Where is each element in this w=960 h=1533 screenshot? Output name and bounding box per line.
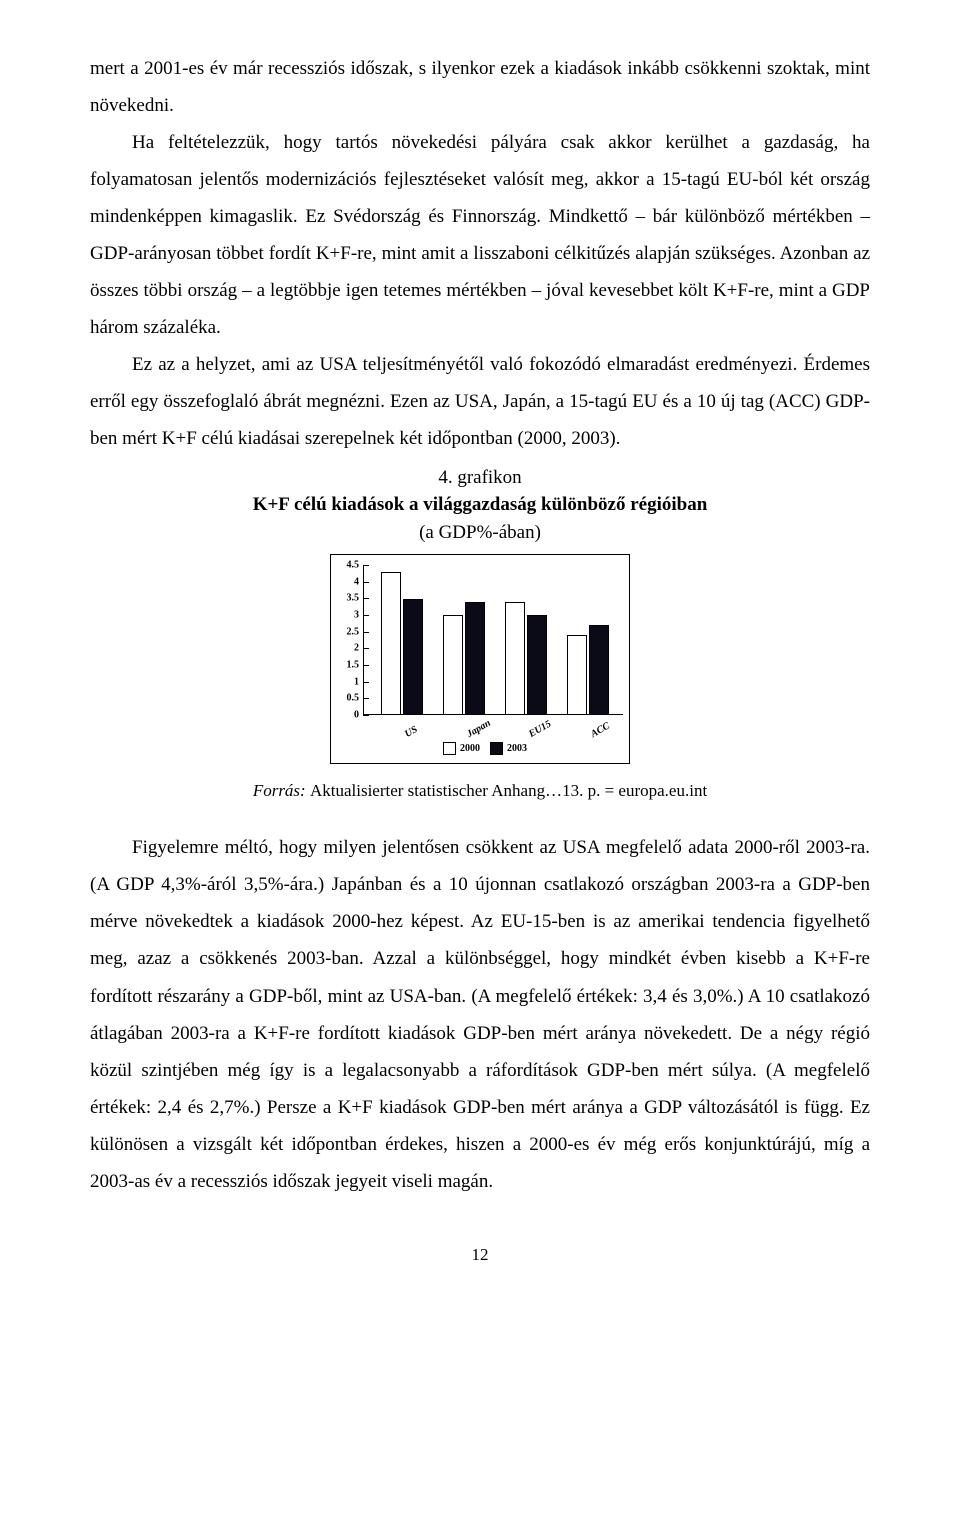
chart-bar <box>589 625 609 715</box>
chart-ytick-label: 3 <box>354 605 363 625</box>
body-paragraph-2: Ha feltételezzük, hogy tartós növekedési… <box>90 124 870 346</box>
chart-source: Forrás: Aktualisierter statistischer Anh… <box>90 774 870 807</box>
chart-ytick <box>363 582 369 583</box>
chart-bar <box>505 602 525 715</box>
page-number: 12 <box>90 1238 870 1271</box>
chart-ytick-label: 0.5 <box>347 689 364 709</box>
chart-bar <box>381 572 401 715</box>
chart-ytick-label: 1.5 <box>347 655 364 675</box>
legend-swatch <box>490 742 503 755</box>
chart-ytick <box>363 715 369 716</box>
chart-title-line3: (a GDP%-ában) <box>90 519 870 547</box>
chart-title-line2: K+F célú kiadások a világgazdaság különb… <box>90 491 870 519</box>
chart-plot-area: 00.511.522.533.544.5USJapanEU15ACC <box>363 565 623 715</box>
chart-source-prefix: Forrás: <box>253 781 310 800</box>
chart-ytick-label: 2.5 <box>347 622 364 642</box>
body-paragraph-3: Ez az a helyzet, ami az USA teljesítmény… <box>90 346 870 457</box>
chart-ytick <box>363 615 369 616</box>
chart-ytick <box>363 598 369 599</box>
chart-bar <box>465 602 485 715</box>
chart-source-text: Aktualisierter statistischer Anhang…13. … <box>310 781 707 800</box>
chart-ytick <box>363 648 369 649</box>
chart-bar <box>527 615 547 715</box>
chart-bar <box>567 635 587 715</box>
chart-legend: 2000 2003 <box>337 739 623 759</box>
chart-ytick-label: 2 <box>354 639 363 659</box>
chart-bar <box>403 599 423 716</box>
chart-bar <box>443 615 463 715</box>
chart-ytick <box>363 682 369 683</box>
chart-ytick-label: 1 <box>354 672 363 692</box>
chart-ytick <box>363 698 369 699</box>
legend-label: 2000 <box>460 743 480 754</box>
chart-ytick <box>363 665 369 666</box>
chart-ytick-label: 4.5 <box>347 555 364 575</box>
chart-title: 4. grafikon K+F célú kiadások a világgaz… <box>90 464 870 547</box>
body-paragraph-1: mert a 2001-es év már recessziós időszak… <box>90 50 870 124</box>
chart-ytick <box>363 632 369 633</box>
chart-title-line1: 4. grafikon <box>90 464 870 492</box>
chart-ytick-label: 3.5 <box>347 589 364 609</box>
chart-ytick-label: 4 <box>354 572 363 592</box>
chart-frame: 00.511.522.533.544.5USJapanEU15ACC 20002… <box>330 554 630 764</box>
chart-ytick-label: 0 <box>354 705 363 725</box>
chart-ytick <box>363 565 369 566</box>
legend-swatch <box>443 742 456 755</box>
legend-label: 2003 <box>507 743 527 754</box>
body-paragraph-4: Figyelemre méltó, hogy milyen jelentősen… <box>90 829 870 1199</box>
chart-container: 00.511.522.533.544.5USJapanEU15ACC 20002… <box>90 554 870 764</box>
